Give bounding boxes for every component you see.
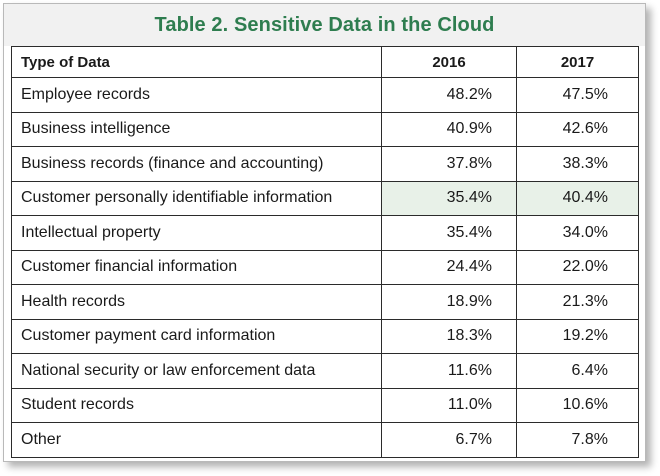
cell-2016: 37.8%: [381, 146, 517, 182]
header-row: Type of Data 2016 2017: [11, 46, 639, 78]
header-2017: 2017: [516, 46, 639, 78]
cell-2016: 11.0%: [381, 387, 517, 423]
cell-2016: 18.9%: [381, 284, 517, 320]
cell-2017: 21.3%: [516, 284, 639, 320]
cell-type: Other: [11, 422, 382, 458]
cell-type: Intellectual property: [11, 215, 382, 251]
table-row: Customer payment card information 18.3% …: [11, 318, 639, 354]
cell-type: Customer payment card information: [11, 318, 382, 354]
cell-2017: 22.0%: [516, 249, 639, 285]
cell-2016: 48.2%: [381, 77, 517, 113]
cell-2016: 40.9%: [381, 111, 517, 147]
table-row: Student records 11.0% 10.6%: [11, 387, 639, 423]
cell-2017: 42.6%: [516, 111, 639, 147]
table-row: National security or law enforcement dat…: [11, 353, 639, 389]
cell-2017: 6.4%: [516, 353, 639, 389]
cell-type: Business records (finance and accounting…: [11, 146, 382, 182]
header-type-of-data: Type of Data: [11, 46, 382, 78]
table-row: Other 6.7% 7.8%: [11, 422, 639, 458]
table-row: Health records 18.9% 21.3%: [11, 284, 639, 320]
table-row: Business records (finance and accounting…: [11, 146, 639, 182]
cell-2017: 19.2%: [516, 318, 639, 354]
cell-2017: 34.0%: [516, 215, 639, 251]
cell-2017: 40.4%: [516, 180, 639, 216]
cell-type: Student records: [11, 387, 382, 423]
cell-type: Customer personally identifiable informa…: [11, 180, 382, 216]
cell-type: National security or law enforcement dat…: [11, 353, 382, 389]
cell-2017: 7.8%: [516, 422, 639, 458]
cell-type: Customer financial information: [11, 249, 382, 285]
table-row: Intellectual property 35.4% 34.0%: [11, 215, 639, 251]
cell-2017: 38.3%: [516, 146, 639, 182]
header-2016: 2016: [381, 46, 517, 78]
table-row: Employee records 48.2% 47.5%: [11, 77, 639, 113]
cell-2016: 35.4%: [381, 180, 517, 216]
table-row: Business intelligence 40.9% 42.6%: [11, 111, 639, 147]
cell-2017: 10.6%: [516, 387, 639, 423]
table-card: Table 2. Sensitive Data in the Cloud Typ…: [3, 3, 646, 462]
cell-type: Health records: [11, 284, 382, 320]
cell-2017: 47.5%: [516, 77, 639, 113]
table-row-highlighted: Customer personally identifiable informa…: [11, 180, 639, 216]
table-row: Customer financial information 24.4% 22.…: [11, 249, 639, 285]
sensitive-data-table: Type of Data 2016 2017 Employee records …: [11, 46, 639, 458]
cell-type: Business intelligence: [11, 111, 382, 147]
cell-2016: 6.7%: [381, 422, 517, 458]
cell-2016: 24.4%: [381, 249, 517, 285]
table-title: Table 2. Sensitive Data in the Cloud: [4, 4, 645, 46]
cell-type: Employee records: [11, 77, 382, 113]
cell-2016: 18.3%: [381, 318, 517, 354]
cell-2016: 11.6%: [381, 353, 517, 389]
cell-2016: 35.4%: [381, 215, 517, 251]
